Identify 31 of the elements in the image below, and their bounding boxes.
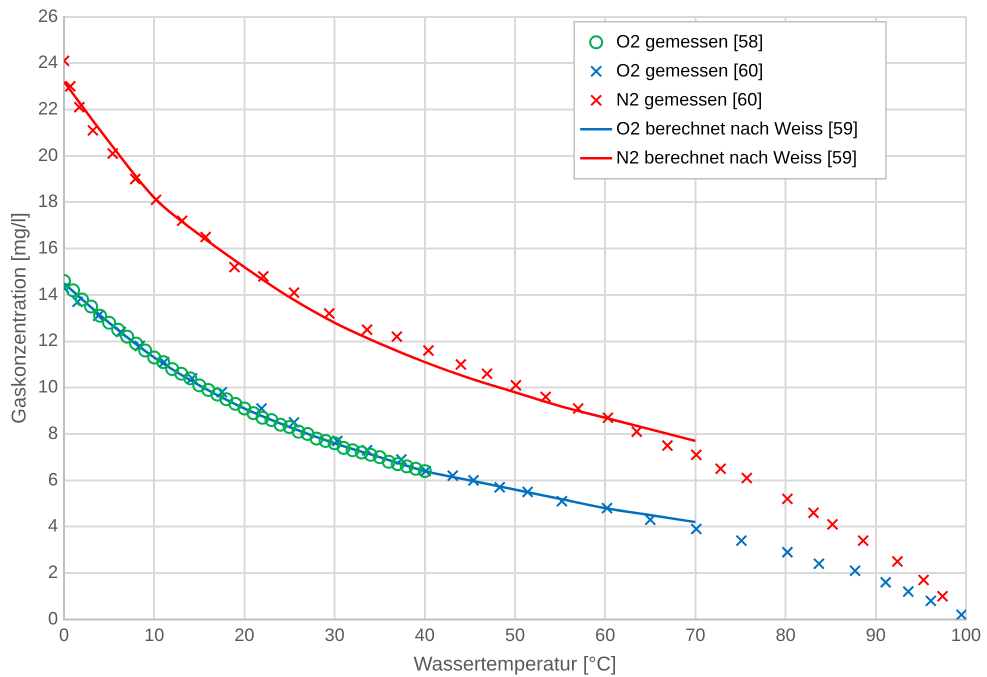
x-tick-label: 70 <box>685 625 706 646</box>
y-tick-label: 10 <box>38 376 58 397</box>
y-tick-label: 6 <box>48 469 58 490</box>
y-tick-label: 26 <box>38 6 58 26</box>
y-tick-label: 0 <box>48 608 58 628</box>
x-tick-label: 80 <box>776 625 796 646</box>
x-tick-label: 40 <box>414 625 435 646</box>
legend-label: O2 berechnet nach Weiss [59] <box>616 118 858 138</box>
y-tick-label: 2 <box>48 562 58 582</box>
y-tick-label: 4 <box>48 516 58 536</box>
legend-label: N2 berechnet nach Weiss [59] <box>616 147 857 168</box>
y-tick-label: 8 <box>48 422 58 443</box>
y-tick-label: 14 <box>38 284 58 304</box>
y-axis-title: Gaskonzentration [mg/l] <box>8 212 31 424</box>
x-tick-label: 10 <box>144 625 164 646</box>
y-tick-label: 18 <box>38 191 58 212</box>
x-tick-label: 100 <box>950 625 982 646</box>
x-tick-label: 60 <box>595 625 616 646</box>
x-tick-label: 90 <box>866 625 886 646</box>
x-axis-title: Wassertemperatur [°C] <box>414 654 616 676</box>
legend-label: N2 gemessen [60] <box>616 89 762 110</box>
x-tick-label: 50 <box>504 625 526 646</box>
legend-label: O2 gemessen [58] <box>616 31 764 52</box>
x-tick-label: 30 <box>324 625 345 646</box>
x-tick-label: 20 <box>234 625 254 646</box>
legend-label: O2 gemessen [60] <box>616 60 764 80</box>
y-tick-label: 22 <box>38 98 58 118</box>
y-tick-label: 20 <box>38 144 58 165</box>
y-tick-label: 24 <box>38 52 58 72</box>
y-tick-label: 16 <box>38 238 58 258</box>
y-tick-label: 12 <box>38 330 58 350</box>
